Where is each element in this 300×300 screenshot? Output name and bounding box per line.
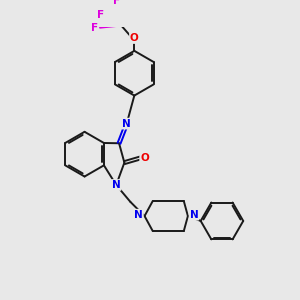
Text: F: F — [113, 0, 120, 6]
Text: N: N — [122, 118, 131, 129]
Text: O: O — [130, 33, 139, 43]
Text: O: O — [140, 153, 149, 163]
Text: F: F — [91, 23, 98, 33]
Text: N: N — [190, 210, 198, 220]
Text: F: F — [97, 11, 104, 20]
Text: N: N — [112, 180, 121, 190]
Text: N: N — [134, 210, 143, 220]
